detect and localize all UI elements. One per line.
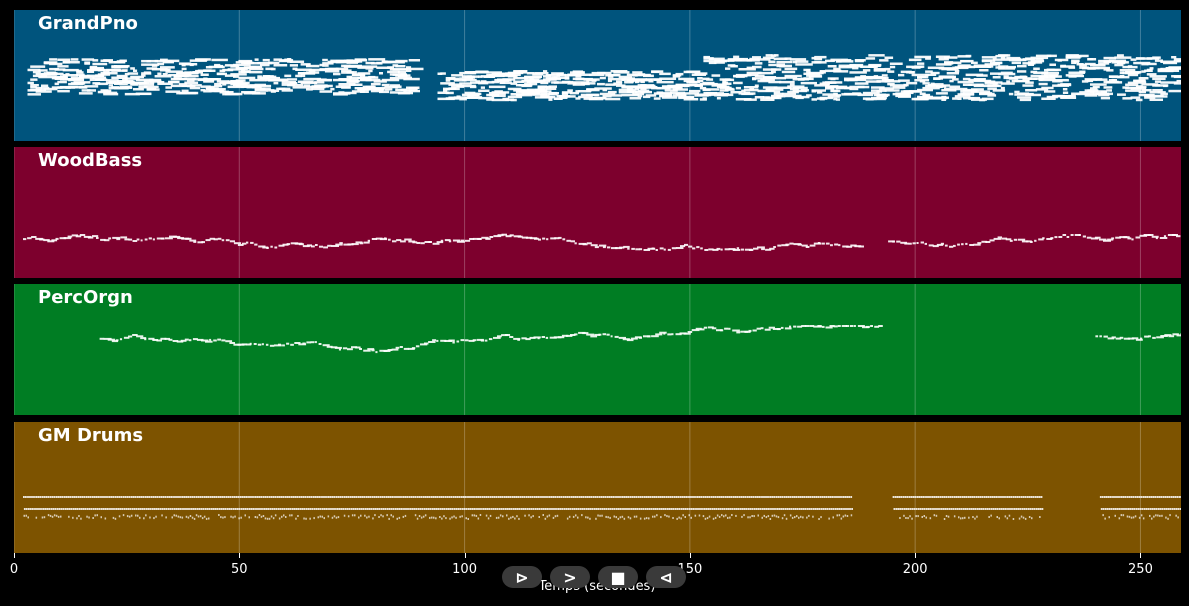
x-tick-mark xyxy=(464,553,466,558)
x-tick-mark xyxy=(915,553,917,558)
x-tick-mark xyxy=(1140,553,1142,558)
x-tick-label: 200 xyxy=(902,562,928,577)
track-percorgn: PercOrgn xyxy=(14,284,1181,415)
stop-button[interactable]: ■ xyxy=(598,566,638,588)
x-tick-label: 250 xyxy=(1128,562,1153,577)
play-button[interactable]: > xyxy=(550,566,590,588)
track-label: WoodBass xyxy=(38,150,143,171)
x-tick-mark xyxy=(14,553,15,558)
x-tick-label: 100 xyxy=(452,562,477,577)
x-tick-mark xyxy=(689,553,691,558)
track-label: PercOrgn xyxy=(38,287,133,308)
track-notes xyxy=(14,284,1181,415)
rewind-button[interactable]: ⊳ xyxy=(502,566,542,588)
track-notes xyxy=(14,422,1181,553)
x-tick-label: 50 xyxy=(231,562,248,577)
x-tick-mark xyxy=(239,553,241,558)
track-woodbass: WoodBass xyxy=(14,147,1181,278)
x-tick-label: 0 xyxy=(9,562,19,577)
track-label: GrandPno xyxy=(38,13,138,34)
back-button[interactable]: ⊲ xyxy=(646,566,686,588)
track-grandpno: GrandPno xyxy=(14,10,1181,141)
track-notes xyxy=(14,147,1181,278)
playback-controls: ⊳ > ■ ⊲ xyxy=(502,566,686,588)
track-label: GM Drums xyxy=(38,425,144,446)
track-notes xyxy=(14,10,1181,141)
track-gm-drums: GM Drums xyxy=(14,422,1181,553)
